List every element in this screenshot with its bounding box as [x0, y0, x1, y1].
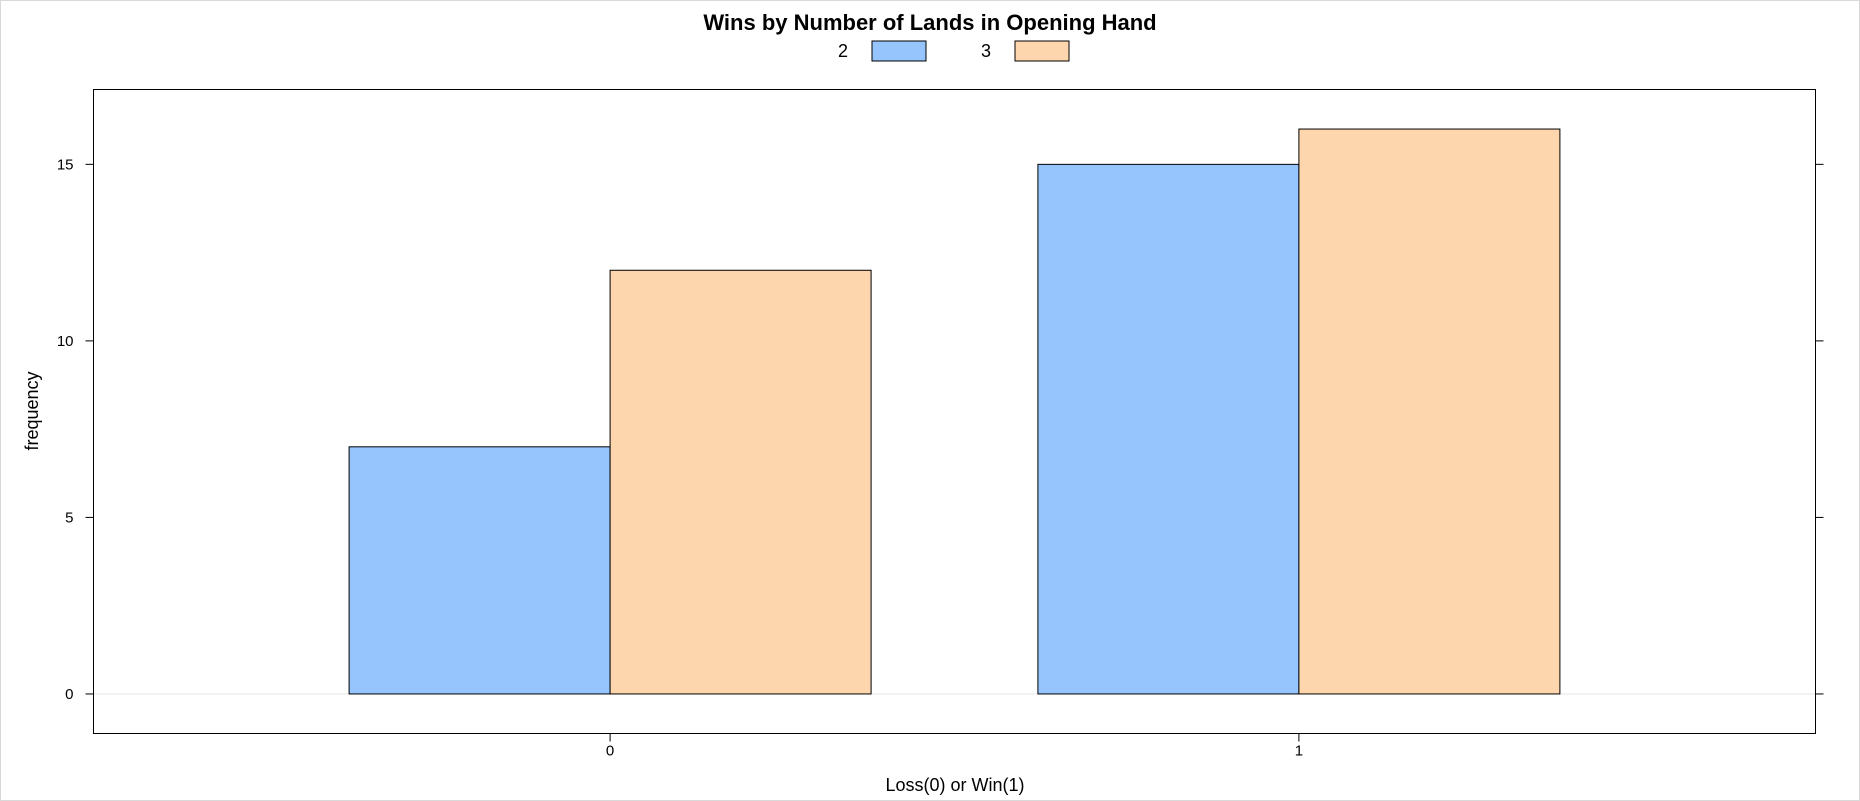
bar-series-2-category-0	[348, 446, 611, 695]
y-tick-label-5: 5	[65, 509, 73, 526]
bar-series-2-category-1	[1037, 163, 1300, 695]
y-axis: 0 5 10 15	[57, 156, 1824, 703]
x-axis-label: Loss(0) or Win(1)	[885, 775, 1024, 795]
legend-label-2: 2	[838, 41, 848, 61]
bar-series-3-category-1	[1298, 128, 1561, 695]
x-tick-label-0: 0	[606, 743, 614, 760]
y-tick-label-15: 15	[57, 156, 74, 173]
bar-series-3-category-0	[609, 269, 872, 695]
y-axis-label: frequency	[22, 371, 42, 450]
plot-panel-border	[93, 89, 1816, 734]
legend-swatch-3	[1014, 40, 1070, 62]
y-tick-label-0: 0	[65, 686, 73, 703]
chart-title: Wins by Number of Lands in Opening Hand	[703, 10, 1156, 35]
legend-label-3: 3	[981, 41, 991, 61]
x-tick-label-1: 1	[1295, 743, 1303, 760]
bars-group	[348, 128, 1561, 695]
legend-swatch-2	[871, 40, 927, 62]
y-tick-label-10: 10	[57, 333, 74, 350]
